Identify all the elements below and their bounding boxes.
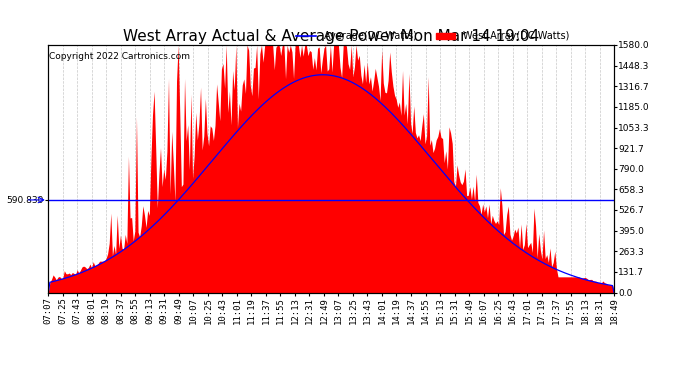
Title: West Array Actual & Average Power Mon Mar 14 19:04: West Array Actual & Average Power Mon Ma… <box>123 29 540 44</box>
Legend: Average(DC Watts), West Array(DC Watts): Average(DC Watts), West Array(DC Watts) <box>293 28 573 45</box>
Text: Copyright 2022 Cartronics.com: Copyright 2022 Cartronics.com <box>50 53 190 62</box>
